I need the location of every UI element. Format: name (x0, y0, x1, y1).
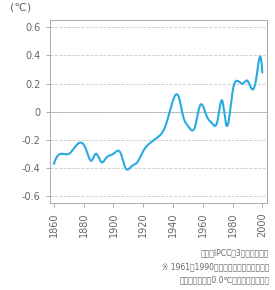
Text: (℃): (℃) (10, 3, 32, 13)
Text: 出所：IPCC第3次評価報告書
※ 1961～1990年の地球の地上気温の平均
　値を基準値（0.0℃）としています。: 出所：IPCC第3次評価報告書 ※ 1961～1990年の地球の地上気温の平均 … (162, 249, 270, 284)
